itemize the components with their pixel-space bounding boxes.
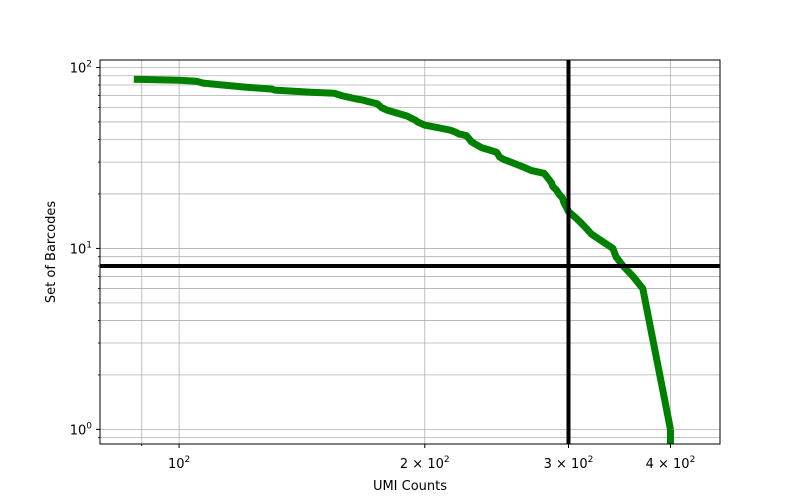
x-tick-label: 2 × 102 xyxy=(400,455,450,472)
plot-frame xyxy=(99,59,721,445)
y-tick-label: 100 xyxy=(70,421,93,438)
y-tick-label: 101 xyxy=(70,240,92,257)
y-axis-label: Set of Barcodes xyxy=(44,201,59,303)
axis-ticks: 102 2 × 102 3 × 102 4 × 102 100 101 102 xyxy=(70,59,696,472)
data-series-line xyxy=(133,75,674,431)
x-tick-label: 3 × 102 xyxy=(544,455,594,472)
x-tick-label: 4 × 102 xyxy=(646,455,696,472)
x-axis-label: UMI Counts xyxy=(373,479,447,494)
y-tick-label: 102 xyxy=(70,59,92,76)
x-tick-label: 102 xyxy=(168,455,190,472)
series-layer xyxy=(133,75,674,444)
reference-lines xyxy=(100,60,720,444)
